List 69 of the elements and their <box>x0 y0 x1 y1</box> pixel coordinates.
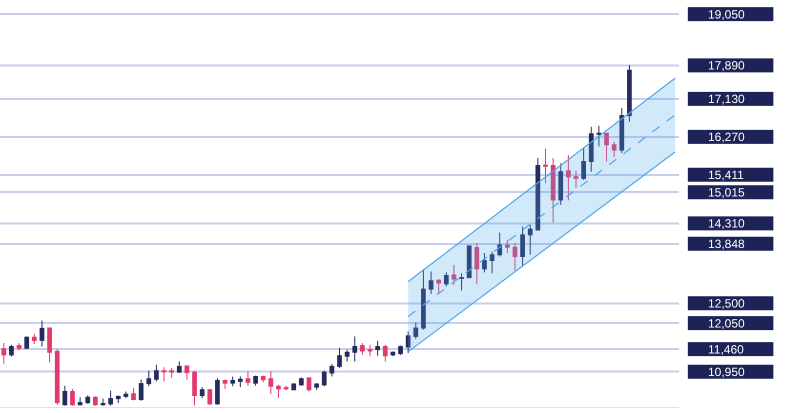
y-tick-label: 17,130 <box>708 92 746 106</box>
candlestick <box>322 370 327 387</box>
candlestick <box>162 366 166 382</box>
y-tick-label: 19,050 <box>708 7 746 22</box>
y-tick-label: 12,050 <box>708 316 746 330</box>
candlestick <box>276 384 281 399</box>
candlestick <box>124 391 128 399</box>
candlestick <box>9 344 14 358</box>
candlestick <box>108 390 113 406</box>
candlestick <box>131 388 136 401</box>
candlestick <box>298 376 304 386</box>
candlestick <box>390 350 396 357</box>
candlestick <box>16 342 22 351</box>
y-tick-label: 15,015 <box>708 185 746 200</box>
y-tick-label: 16,270 <box>708 130 746 144</box>
y-tick-label: 15,411 <box>708 168 744 182</box>
candlestick <box>169 368 174 378</box>
candlestick <box>222 379 228 390</box>
candlestick <box>246 370 250 386</box>
y-tick-label: 11,460 <box>708 342 744 356</box>
y-tick-label: 14,310 <box>708 216 746 231</box>
candlestick <box>1 342 6 364</box>
candlestick <box>207 388 212 406</box>
candlestick <box>337 347 342 369</box>
candlestick <box>100 398 106 406</box>
candlestick <box>230 376 236 387</box>
candlestick <box>543 148 548 184</box>
candlestick <box>268 370 274 395</box>
candlestick <box>24 336 30 350</box>
candlestick <box>70 388 75 406</box>
candlestick <box>32 333 37 344</box>
candlestick <box>78 396 82 406</box>
candlestick <box>62 385 68 406</box>
candlestick <box>330 364 334 378</box>
candlestick <box>368 344 372 357</box>
candlestick <box>382 344 388 362</box>
candlestick <box>535 158 540 230</box>
candlestick <box>344 349 350 362</box>
candlestick <box>93 396 98 406</box>
candlestick <box>184 365 190 380</box>
candlestick <box>192 370 197 406</box>
y-tick-label: 12,500 <box>708 296 746 310</box>
candlestick <box>398 345 403 356</box>
candlestick <box>85 395 90 404</box>
candlestick <box>138 379 144 402</box>
candlestick <box>360 342 365 356</box>
candlestick <box>375 340 380 356</box>
y-tick-label: 10,950 <box>708 364 746 379</box>
candlestick <box>253 375 258 386</box>
candlestick <box>238 376 243 388</box>
candlestick <box>154 364 159 382</box>
candlestick <box>215 378 220 406</box>
candlestick <box>176 361 182 374</box>
candlestick <box>306 377 312 392</box>
y-tick-label: 17,890 <box>708 58 746 73</box>
y-tick-label: 13,848 <box>708 236 746 251</box>
candlestick <box>291 382 296 391</box>
candlestick <box>40 320 44 348</box>
candlestick <box>260 375 266 383</box>
candlestick <box>284 385 288 391</box>
candlestick <box>596 125 602 148</box>
candlestick <box>47 327 52 363</box>
candlestick <box>314 382 319 390</box>
candlestick <box>116 395 121 404</box>
candlestick <box>406 331 411 354</box>
candlestick <box>200 386 205 399</box>
candlestick <box>352 336 358 362</box>
candlestick <box>146 370 152 387</box>
candlestick <box>54 348 60 406</box>
